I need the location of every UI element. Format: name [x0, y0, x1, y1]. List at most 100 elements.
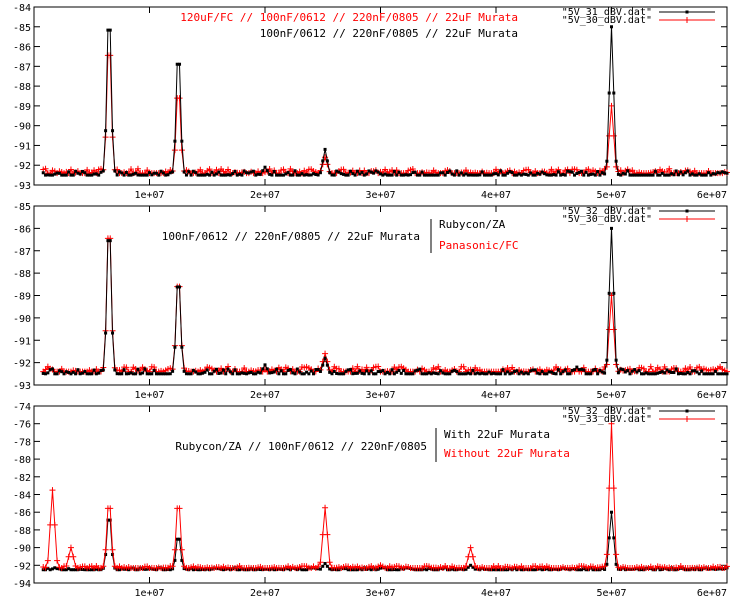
- data-point: [452, 173, 456, 177]
- data-point: [309, 369, 313, 373]
- data-point: [466, 565, 470, 569]
- data-point: [275, 173, 279, 177]
- legend-label: "5V_32_dBV.dat": [562, 406, 652, 417]
- data-point: [471, 565, 475, 569]
- data-point: [60, 173, 64, 177]
- data-point: [87, 173, 91, 177]
- data-point: [467, 544, 474, 551]
- data-point: [630, 173, 634, 177]
- data-point: [275, 367, 279, 371]
- data-point: [464, 372, 468, 376]
- data-point: [115, 372, 119, 376]
- data-point: [332, 173, 336, 177]
- data-point: [651, 173, 655, 177]
- data-point: [509, 364, 516, 371]
- data-point: [695, 173, 699, 177]
- data-point: [53, 372, 57, 376]
- data-point: [46, 173, 50, 177]
- data-point: [154, 372, 158, 376]
- data-point: [293, 372, 297, 376]
- data-point: [489, 372, 493, 376]
- data-point: [672, 370, 676, 374]
- data-point: [540, 568, 544, 572]
- data-point: [233, 368, 237, 372]
- data-point: [157, 372, 161, 376]
- data-point: [473, 372, 477, 376]
- x-tick-label: 3e+07: [365, 190, 395, 201]
- x-tick-label: 5e+07: [596, 588, 626, 598]
- data-point: [623, 370, 627, 374]
- data-point: [690, 369, 694, 373]
- data-point: [579, 169, 583, 173]
- data-point: [524, 371, 528, 375]
- data-point: [427, 371, 431, 375]
- data-point: [478, 372, 482, 376]
- data-point: [90, 568, 94, 572]
- data-point: [136, 367, 140, 371]
- data-point: [318, 171, 322, 175]
- data-point: [108, 28, 112, 32]
- data-point: [563, 173, 567, 177]
- data-point: [614, 358, 618, 362]
- data-point: [584, 372, 588, 376]
- data-point: [640, 372, 644, 376]
- data-point: [123, 364, 130, 371]
- data-point: [150, 173, 154, 177]
- data-point: [383, 172, 387, 176]
- data-point: [131, 372, 135, 376]
- data-point: [471, 173, 475, 177]
- data-point: [540, 369, 544, 373]
- panel-bottom: -94 -92 -90 -88 -86 -84 -82 -80 -78 -76 -74 1e+07 2e…: [13, 402, 730, 598]
- data-point: [718, 372, 722, 376]
- data-point: [661, 363, 668, 370]
- data-point: [646, 372, 650, 376]
- data-point: [493, 166, 499, 173]
- data-point: [508, 170, 512, 174]
- data-point: [191, 568, 195, 572]
- data-point: [64, 173, 68, 177]
- data-point: [353, 371, 357, 375]
- data-point: [173, 558, 177, 562]
- data-point: [531, 368, 535, 372]
- data-point: [395, 568, 399, 572]
- data-point: [171, 369, 175, 373]
- data-point: [517, 372, 521, 376]
- data-point: [328, 171, 332, 175]
- data-point: [81, 371, 85, 375]
- data-point: [328, 370, 332, 374]
- data-point: [173, 139, 177, 143]
- data-point: [208, 372, 212, 376]
- data-point: [635, 370, 639, 374]
- data-point: [175, 537, 179, 541]
- data-point: [687, 364, 694, 371]
- data-point: [492, 568, 496, 572]
- data-point: [436, 173, 440, 177]
- data-point: [254, 372, 258, 376]
- data-point: [265, 169, 269, 173]
- data-point: [607, 536, 611, 540]
- data-point: [485, 173, 489, 177]
- data-point: [210, 372, 214, 376]
- data-point: [323, 562, 327, 566]
- data-point: [460, 363, 467, 370]
- data-point: [667, 370, 671, 374]
- data-point: [504, 365, 511, 372]
- data-point: [76, 368, 80, 372]
- data-point: [71, 173, 75, 177]
- data-point: [74, 169, 78, 173]
- data-point: [457, 372, 461, 376]
- data-point: [608, 420, 615, 427]
- data-point: [330, 372, 334, 376]
- data-point: [83, 568, 87, 572]
- data-point: [660, 370, 664, 374]
- data-point: [191, 169, 195, 173]
- data-point: [487, 370, 491, 374]
- data-point: [55, 372, 59, 376]
- data-point: [48, 173, 52, 177]
- data-point: [420, 170, 424, 174]
- data-point: [621, 171, 625, 175]
- y-tick-label: -87: [13, 247, 31, 258]
- data-point: [129, 173, 133, 177]
- data-point: [700, 173, 704, 177]
- x-tick-label: 6e+07: [697, 588, 727, 598]
